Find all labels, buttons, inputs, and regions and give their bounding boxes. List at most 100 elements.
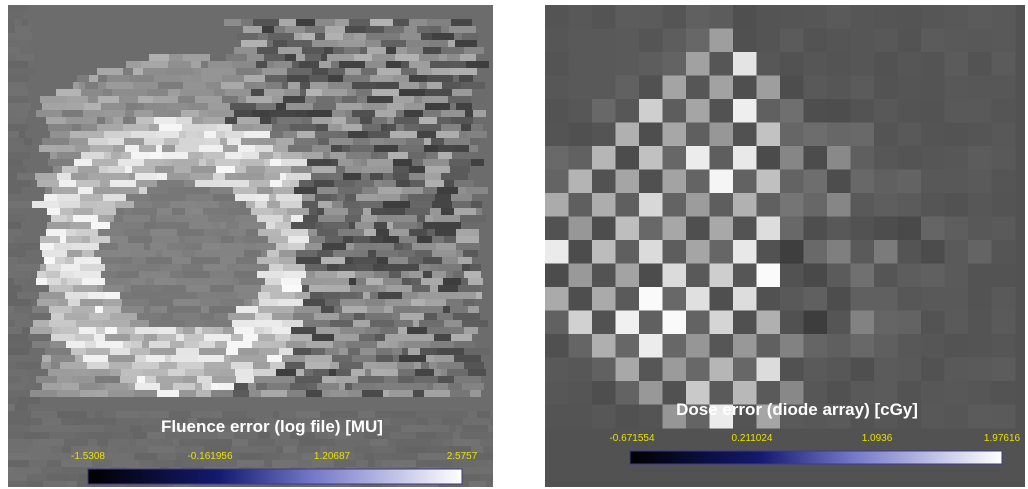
texture-cell <box>450 103 456 110</box>
texture-cell <box>55 54 82 61</box>
texture-cell <box>133 68 143 75</box>
texture-cell <box>662 287 687 311</box>
texture-cell <box>398 145 424 152</box>
texture-cell <box>51 362 60 369</box>
texture-cell <box>568 75 593 100</box>
texture-cell <box>432 292 454 299</box>
texture-cell <box>377 425 401 432</box>
texture-cell <box>8 355 30 362</box>
texture-cell <box>74 411 87 418</box>
texture-cell <box>313 103 336 110</box>
texture-cell <box>615 75 640 100</box>
texture-cell <box>921 146 945 170</box>
texture-cell <box>921 99 945 123</box>
texture-cell <box>90 453 107 460</box>
texture-cell <box>133 432 147 439</box>
texture-cell <box>545 310 569 335</box>
texture-cell <box>20 47 42 54</box>
texture-cell <box>82 236 90 243</box>
texture-cell <box>592 75 616 100</box>
texture-cell <box>331 194 337 201</box>
texture-cell <box>279 250 296 257</box>
texture-cell <box>28 334 51 341</box>
texture-cell <box>28 404 34 411</box>
texture-cell <box>177 215 202 222</box>
texture-cell <box>77 26 100 33</box>
texture-cell <box>384 418 390 425</box>
texture-cell <box>264 89 284 96</box>
texture-cell <box>169 110 181 117</box>
texture-cell <box>348 5 372 12</box>
texture-cell <box>246 96 272 103</box>
texture-cell <box>236 257 257 264</box>
texture-cell <box>124 208 132 215</box>
texture-cell <box>360 348 376 355</box>
texture-cell <box>384 306 393 313</box>
texture-cell <box>424 397 440 404</box>
texture-cell <box>185 19 191 26</box>
texture-cell <box>780 381 804 405</box>
panel-title: Fluence error (log file) [MU] <box>161 417 383 436</box>
texture-cell <box>803 146 828 170</box>
texture-cell <box>399 355 426 362</box>
texture-cell <box>615 122 640 147</box>
texture-cell <box>264 327 272 334</box>
texture-cell <box>21 222 47 229</box>
texture-cell <box>454 376 481 383</box>
texture-cell <box>428 460 452 467</box>
texture-cell <box>183 54 210 61</box>
texture-cell <box>257 138 276 145</box>
texture-cell <box>125 166 132 173</box>
texture-cell <box>93 208 116 215</box>
texture-cell <box>874 28 898 53</box>
texture-cell <box>451 334 472 341</box>
texture-cell <box>135 404 145 411</box>
texture-cell <box>275 222 291 229</box>
texture-cell <box>480 285 493 292</box>
texture-cell <box>294 33 302 40</box>
texture-cell <box>255 313 272 320</box>
texture-cell <box>874 357 898 382</box>
texture-cell <box>120 292 133 299</box>
texture-cell <box>204 362 231 369</box>
texture-cell <box>406 40 429 47</box>
texture-cell <box>14 467 41 474</box>
texture-cell <box>827 122 851 147</box>
texture-cell <box>306 390 322 397</box>
texture-cell <box>376 348 392 355</box>
texture-cell <box>438 376 454 383</box>
texture-cell <box>265 278 281 285</box>
texture-cell <box>434 334 451 341</box>
texture-cell <box>709 287 734 311</box>
texture-cell <box>429 40 448 47</box>
texture-cell <box>415 369 434 376</box>
texture-cell <box>456 243 480 250</box>
texture-cell <box>8 341 32 348</box>
texture-cell <box>991 263 1016 288</box>
texture-cell <box>322 425 332 432</box>
texture-cell <box>332 201 343 208</box>
texture-cell <box>478 222 492 229</box>
texture-cell <box>299 180 314 187</box>
texture-cell <box>316 404 343 411</box>
texture-cell <box>232 278 239 285</box>
texture-cell <box>108 12 135 19</box>
texture-cell <box>850 310 875 335</box>
texture-cell <box>267 383 290 390</box>
texture-cell <box>183 12 198 19</box>
texture-cell <box>444 138 470 145</box>
texture-cell <box>125 110 134 117</box>
texture-cell <box>225 173 238 180</box>
texture-cell <box>380 5 396 12</box>
texture-cell <box>338 229 364 236</box>
texture-cell <box>592 193 616 217</box>
texture-cell <box>36 278 47 285</box>
texture-cell <box>615 5 640 29</box>
texture-cell <box>198 355 224 362</box>
texture-cell <box>307 383 317 390</box>
texture-cell <box>257 397 271 404</box>
texture-cell <box>79 327 87 334</box>
texture-cell <box>780 52 804 76</box>
texture-cell <box>445 453 467 460</box>
texture-cell <box>8 152 30 159</box>
